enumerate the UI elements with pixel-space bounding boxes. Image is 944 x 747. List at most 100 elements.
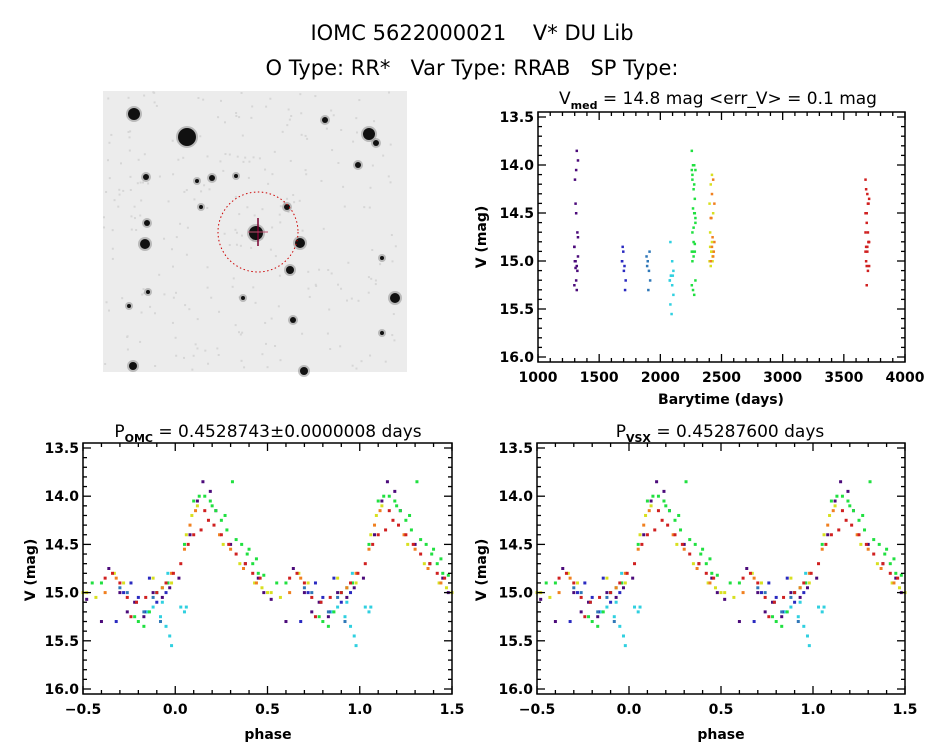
finder-chart-image [103, 91, 407, 377]
y-tick-label: 14.0 [498, 489, 533, 505]
data-point [673, 533, 677, 537]
data-point [575, 591, 579, 595]
data-point [866, 542, 870, 546]
noise-speck [331, 149, 334, 152]
data-point [195, 504, 199, 508]
noise-speck [261, 208, 264, 211]
noise-speck [252, 286, 255, 289]
data-point [805, 586, 809, 590]
data-point [855, 533, 859, 537]
noise-speck [300, 112, 303, 115]
data-point [710, 245, 714, 249]
data-point [238, 562, 242, 566]
data-point [693, 197, 697, 201]
data-point [846, 489, 850, 493]
noise-speck [185, 189, 188, 192]
data-point [361, 576, 365, 580]
data-point [349, 581, 353, 585]
y-tick-label: 14.0 [44, 489, 79, 505]
data-point [387, 494, 391, 498]
star [373, 140, 379, 146]
data-point [679, 528, 683, 532]
data-point [227, 542, 231, 546]
noise-speck [234, 324, 237, 327]
data-point [709, 264, 713, 268]
data-point [772, 600, 776, 604]
data-point [699, 552, 703, 556]
data-point [313, 615, 317, 619]
data-point [336, 576, 340, 580]
data-point [622, 250, 625, 253]
data-point [865, 264, 868, 268]
noise-speck [363, 206, 366, 209]
data-point [620, 581, 624, 585]
data-point [367, 610, 371, 614]
data-point [636, 610, 640, 614]
data-point [310, 595, 314, 599]
data-point [229, 542, 233, 546]
noise-speck [370, 277, 373, 280]
noise-speck [261, 353, 264, 356]
noise-speck [293, 201, 296, 204]
star [363, 128, 375, 140]
data-point [321, 595, 325, 599]
noise-speck [118, 188, 121, 191]
data-point [432, 547, 436, 551]
noise-speck [235, 243, 238, 246]
noise-speck [220, 99, 223, 102]
data-point [336, 605, 340, 609]
data-point [245, 552, 249, 556]
data-point [670, 260, 674, 263]
data-point [254, 581, 258, 585]
data-point [352, 586, 356, 590]
data-point [251, 562, 255, 566]
data-point [807, 581, 811, 585]
data-point [411, 542, 415, 546]
data-point [693, 242, 697, 246]
plot-title-omc-phase: POMC = 0.4528743±0.0000008 days [114, 422, 421, 445]
data-point [695, 567, 699, 570]
data-point [579, 595, 583, 599]
data-point [820, 547, 824, 551]
data-point [275, 581, 279, 585]
data-point [645, 499, 649, 503]
data-point [363, 562, 367, 566]
x-tick-label: 0.5 [255, 702, 280, 718]
x-tick-label: 3500 [824, 370, 863, 386]
noise-speck [241, 331, 244, 334]
noise-speck [126, 348, 129, 351]
data-point [107, 567, 111, 570]
noise-speck [352, 140, 355, 143]
data-point [160, 600, 164, 604]
data-point [350, 571, 354, 575]
data-point [343, 615, 347, 619]
noise-speck [141, 181, 144, 184]
data-point [147, 576, 151, 580]
noise-speck [139, 181, 142, 184]
data-point [715, 591, 719, 595]
y-tick-label: 13.5 [499, 110, 534, 126]
noise-speck [126, 335, 129, 338]
data-point [798, 600, 802, 604]
data-point [574, 212, 578, 215]
data-point [642, 523, 646, 527]
data-point [688, 552, 692, 556]
data-point [419, 538, 423, 542]
data-point [266, 591, 269, 595]
data-point [363, 605, 367, 609]
noise-speck [239, 244, 242, 247]
data-point [756, 591, 760, 595]
data-point [690, 284, 694, 287]
data-point [352, 634, 356, 638]
noise-speck [136, 182, 139, 185]
data-point [576, 255, 580, 258]
data-point [867, 240, 870, 244]
data-point [822, 533, 826, 537]
data-point [745, 567, 749, 570]
noise-speck [188, 308, 191, 311]
data-point [682, 547, 686, 551]
noise-speck [147, 182, 150, 185]
data-point [572, 586, 576, 590]
data-point [771, 600, 775, 604]
data-point [894, 571, 898, 575]
